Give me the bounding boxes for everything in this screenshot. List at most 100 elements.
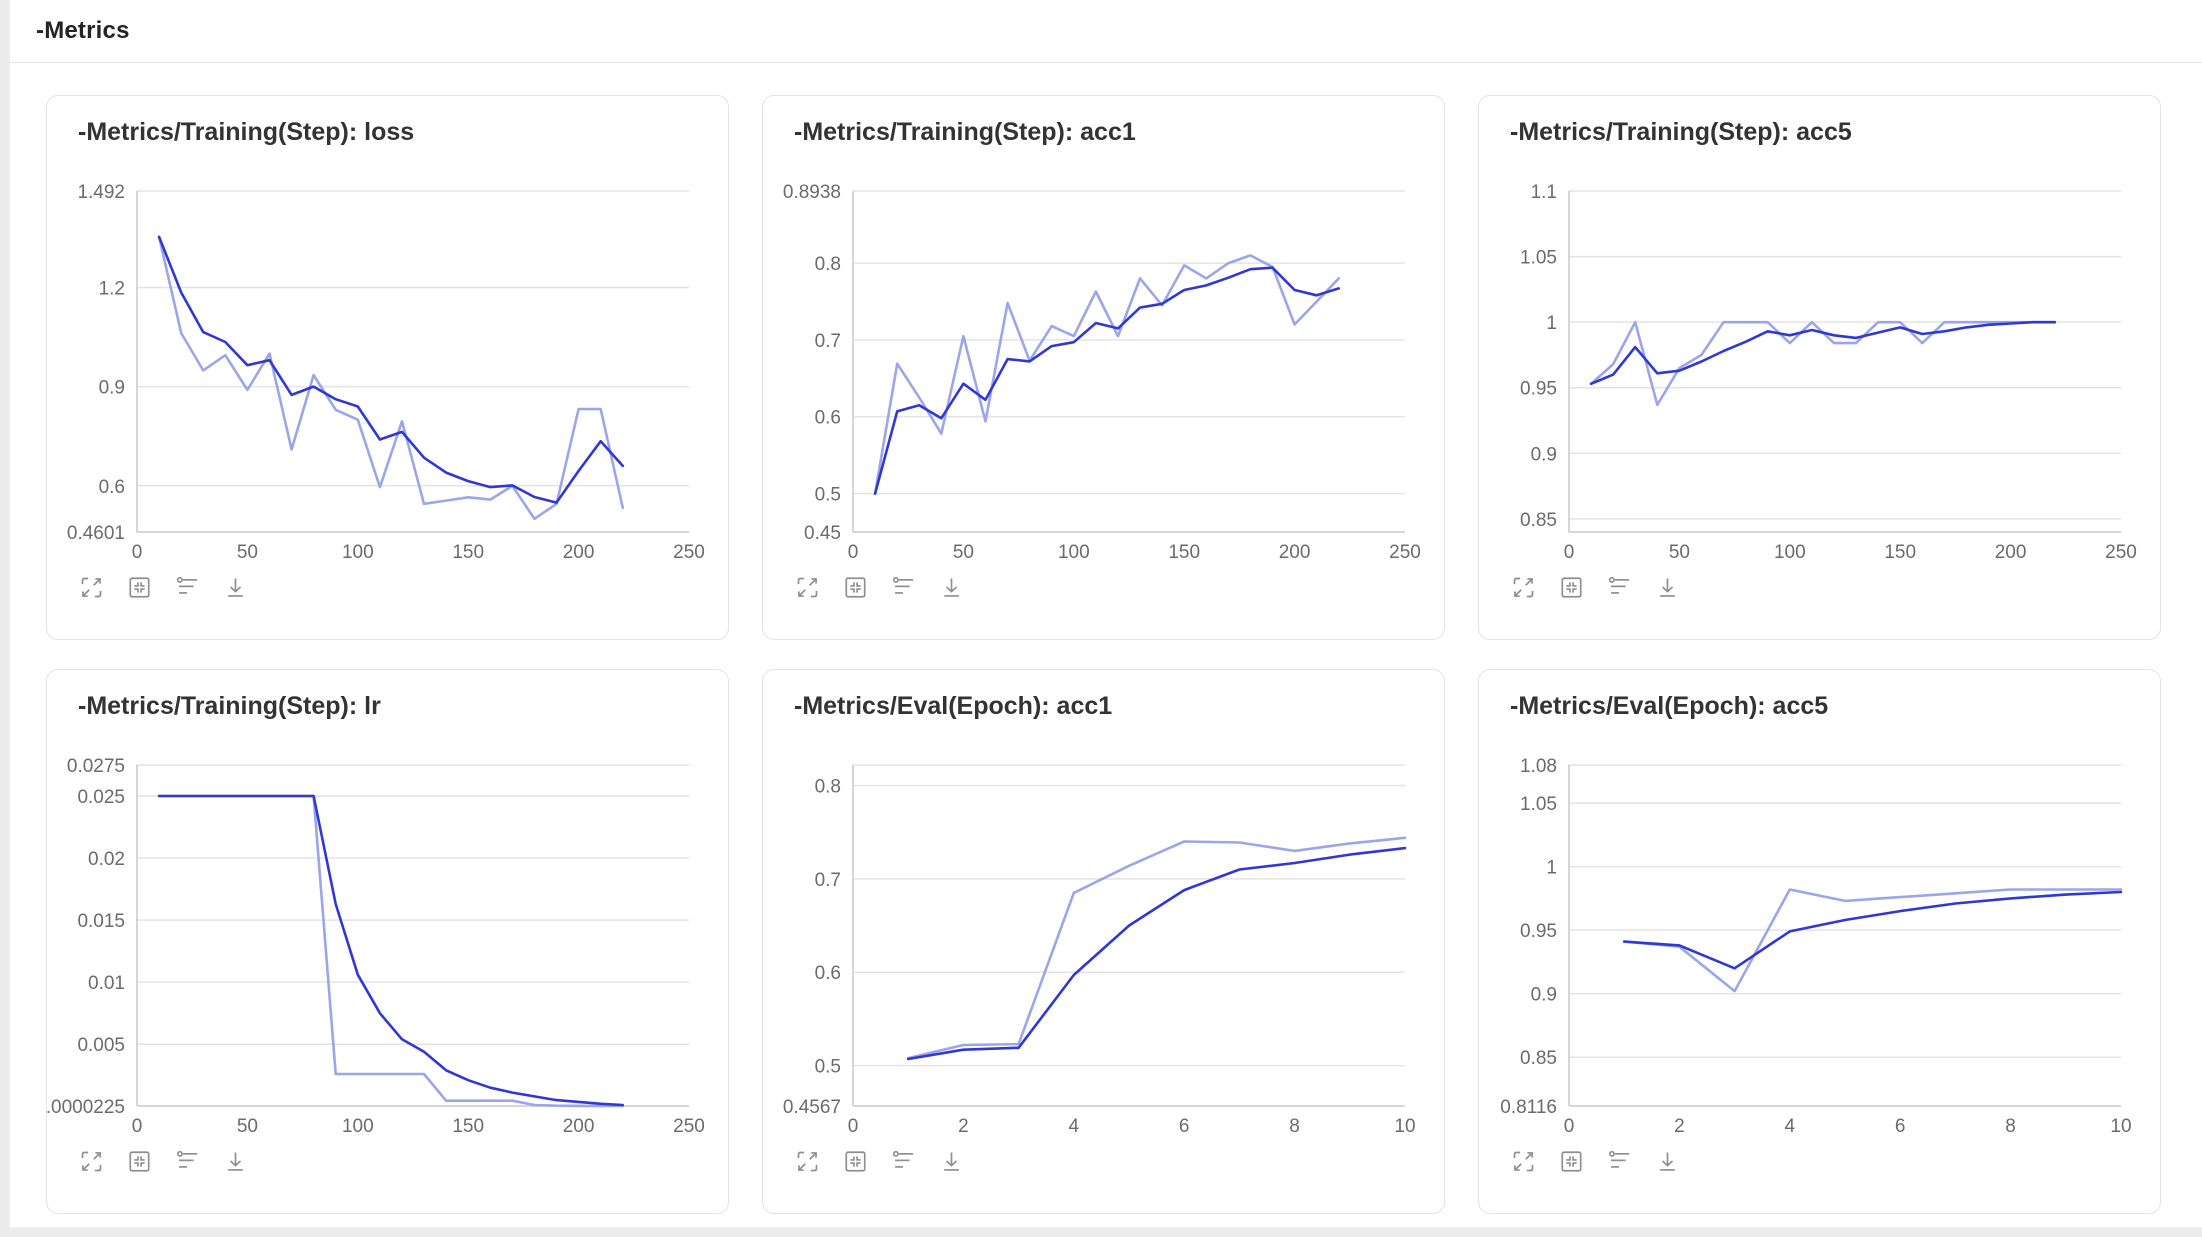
- svg-text:0.9: 0.9: [1531, 444, 1557, 465]
- svg-text:150: 150: [452, 1116, 484, 1137]
- svg-text:50: 50: [237, 542, 258, 563]
- svg-text:0.5: 0.5: [815, 1057, 841, 1078]
- chart-title: -Metrics/Training(Step): acc5: [1510, 118, 1852, 146]
- svg-text:250: 250: [2105, 542, 2137, 563]
- svg-text:0.85: 0.85: [1520, 510, 1557, 531]
- svg-text:.0000225: .0000225: [47, 1097, 125, 1118]
- svg-text:0: 0: [132, 1116, 143, 1137]
- fullscreen-icon[interactable]: [1510, 1148, 1537, 1175]
- fullscreen-icon[interactable]: [794, 574, 821, 601]
- svg-text:4: 4: [1069, 1116, 1080, 1137]
- svg-text:100: 100: [1774, 542, 1806, 563]
- svg-text:1.08: 1.08: [1520, 756, 1557, 777]
- chart-card-eval-acc1: -Metrics/Eval(Epoch): acc1 0.8 0.7 0.6 0.5 0…: [762, 669, 1445, 1214]
- line-chart-training-acc5[interactable]: 1.1 1.05 1 0.95 0.9 0.85 0 50 100 150 200 250: [1479, 181, 2162, 571]
- chart-toolbar: [78, 1148, 249, 1175]
- restore-size-icon[interactable]: [126, 1148, 153, 1175]
- restore-size-icon[interactable]: [842, 574, 869, 601]
- axis-settings-icon[interactable]: [1606, 574, 1633, 601]
- line-chart-eval-acc1[interactable]: 0.8 0.7 0.6 0.5 0.4567 0 2 4 6 8 10: [763, 755, 1446, 1145]
- svg-text:0.025: 0.025: [77, 787, 125, 808]
- svg-text:0.6: 0.6: [99, 477, 125, 498]
- svg-text:10: 10: [1394, 1116, 1415, 1137]
- svg-text:6: 6: [1895, 1116, 1906, 1137]
- svg-text:0.7: 0.7: [815, 870, 841, 891]
- chart-title: -Metrics/Training(Step): lr: [78, 692, 381, 720]
- svg-text:0.95: 0.95: [1520, 379, 1557, 400]
- svg-text:2: 2: [958, 1116, 969, 1137]
- line-chart-training-loss[interactable]: 1.492 1.2 0.9 0.6 0.4601 0 50 100 150 200 250: [47, 181, 730, 571]
- svg-text:0.85: 0.85: [1520, 1048, 1557, 1069]
- axis-settings-icon[interactable]: [174, 574, 201, 601]
- svg-text:0.8938: 0.8938: [783, 182, 841, 203]
- svg-text:1.05: 1.05: [1520, 248, 1557, 269]
- chart-card-training-lr: -Metrics/Training(Step): lr 0.0275 0.025 0…: [46, 669, 729, 1214]
- svg-text:150: 150: [1884, 542, 1916, 563]
- svg-text:50: 50: [1669, 542, 1690, 563]
- svg-text:6: 6: [1179, 1116, 1190, 1137]
- download-icon[interactable]: [938, 574, 965, 601]
- svg-text:0.02: 0.02: [88, 849, 125, 870]
- restore-size-icon[interactable]: [126, 574, 153, 601]
- svg-text:0.9: 0.9: [99, 378, 125, 399]
- page-title: -Metrics: [36, 17, 130, 44]
- svg-text:250: 250: [673, 1116, 705, 1137]
- svg-text:0.0275: 0.0275: [67, 756, 125, 777]
- download-icon[interactable]: [938, 1148, 965, 1175]
- svg-text:0: 0: [1564, 542, 1575, 563]
- svg-text:1.492: 1.492: [77, 182, 125, 203]
- svg-text:0.6: 0.6: [815, 963, 841, 984]
- svg-text:0: 0: [848, 1116, 859, 1137]
- line-chart-training-acc1[interactable]: 0.8938 0.8 0.7 0.6 0.5 0.45 0 50 100 150 200 250: [763, 181, 1446, 571]
- svg-text:4: 4: [1785, 1116, 1796, 1137]
- chart-title: -Metrics/Eval(Epoch): acc1: [794, 692, 1113, 720]
- svg-text:200: 200: [1995, 542, 2027, 563]
- chart-toolbar: [1510, 1148, 1681, 1175]
- fullscreen-icon[interactable]: [1510, 574, 1537, 601]
- svg-text:8: 8: [2005, 1116, 2016, 1137]
- restore-size-icon[interactable]: [1558, 1148, 1585, 1175]
- svg-text:150: 150: [452, 542, 484, 563]
- content-panel: -Metrics -Metrics/Training(Step): loss 1…: [10, 0, 2202, 1227]
- svg-text:0.9: 0.9: [1531, 985, 1557, 1006]
- axis-settings-icon[interactable]: [1606, 1148, 1633, 1175]
- svg-text:0.8: 0.8: [815, 777, 841, 798]
- svg-text:200: 200: [1279, 542, 1311, 563]
- svg-text:0.95: 0.95: [1520, 921, 1557, 942]
- download-icon[interactable]: [222, 1148, 249, 1175]
- restore-size-icon[interactable]: [842, 1148, 869, 1175]
- chart-title: -Metrics/Training(Step): acc1: [794, 118, 1136, 146]
- svg-text:0.4567: 0.4567: [783, 1097, 841, 1118]
- svg-text:0.6: 0.6: [815, 408, 841, 429]
- axis-settings-icon[interactable]: [174, 1148, 201, 1175]
- line-chart-training-lr[interactable]: 0.0275 0.025 0.02 0.015 0.01 0.005 .0000225 0 50…: [46, 755, 730, 1145]
- svg-text:50: 50: [953, 542, 974, 563]
- svg-text:2: 2: [1674, 1116, 1685, 1137]
- download-icon[interactable]: [222, 574, 249, 601]
- svg-text:100: 100: [342, 542, 374, 563]
- chart-card-training-acc1: -Metrics/Training(Step): acc1 0.8938 0.8 0…: [762, 95, 1445, 640]
- svg-text:0.8: 0.8: [815, 254, 841, 275]
- fullscreen-icon[interactable]: [78, 574, 105, 601]
- svg-text:50: 50: [237, 1116, 258, 1137]
- download-icon[interactable]: [1654, 574, 1681, 601]
- fullscreen-icon[interactable]: [78, 1148, 105, 1175]
- svg-text:1: 1: [1546, 313, 1557, 334]
- svg-text:1.2: 1.2: [99, 278, 125, 299]
- axis-settings-icon[interactable]: [890, 574, 917, 601]
- svg-text:0: 0: [848, 542, 859, 563]
- svg-text:0.005: 0.005: [77, 1035, 125, 1056]
- fullscreen-icon[interactable]: [794, 1148, 821, 1175]
- svg-text:250: 250: [1389, 542, 1421, 563]
- svg-text:1.05: 1.05: [1520, 794, 1557, 815]
- svg-text:0: 0: [132, 542, 143, 563]
- axis-settings-icon[interactable]: [890, 1148, 917, 1175]
- svg-text:0.01: 0.01: [88, 973, 125, 994]
- svg-text:200: 200: [563, 542, 595, 563]
- download-icon[interactable]: [1654, 1148, 1681, 1175]
- svg-text:0.4601: 0.4601: [67, 523, 125, 544]
- restore-size-icon[interactable]: [1558, 574, 1585, 601]
- line-chart-eval-acc5[interactable]: 1.08 1.05 1 0.95 0.9 0.85 0.8116 0 2 4 6 8 10: [1479, 755, 2162, 1145]
- svg-text:1: 1: [1546, 858, 1557, 879]
- svg-text:1.1: 1.1: [1531, 182, 1557, 203]
